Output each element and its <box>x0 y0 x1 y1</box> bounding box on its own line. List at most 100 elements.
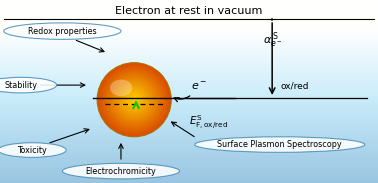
Bar <box>0 118 378 119</box>
Bar <box>0 173 378 174</box>
Bar <box>0 23 378 24</box>
Ellipse shape <box>133 98 135 101</box>
Bar <box>0 170 378 171</box>
Bar <box>0 112 378 113</box>
Ellipse shape <box>97 63 171 137</box>
Ellipse shape <box>104 69 165 130</box>
Bar <box>0 165 378 166</box>
Ellipse shape <box>118 84 150 115</box>
Bar <box>0 161 378 162</box>
Ellipse shape <box>62 163 180 179</box>
Bar <box>0 155 378 156</box>
Ellipse shape <box>110 80 132 96</box>
Bar <box>0 3 378 4</box>
Bar <box>0 33 378 34</box>
Bar <box>0 27 378 28</box>
Bar <box>0 156 378 157</box>
Ellipse shape <box>195 137 365 152</box>
Bar <box>0 162 378 163</box>
Bar <box>0 163 378 164</box>
Bar <box>0 95 378 96</box>
Bar <box>0 2 378 3</box>
Bar <box>0 138 378 139</box>
Bar <box>0 82 378 83</box>
Ellipse shape <box>113 78 155 121</box>
Bar <box>0 42 378 43</box>
Bar <box>0 57 378 58</box>
Bar <box>0 35 378 36</box>
Bar <box>0 55 378 56</box>
Bar <box>0 85 378 86</box>
Bar <box>0 75 378 76</box>
Bar <box>0 122 378 123</box>
Bar <box>0 119 378 120</box>
Ellipse shape <box>125 90 144 109</box>
Ellipse shape <box>102 68 166 132</box>
Ellipse shape <box>116 82 152 117</box>
Ellipse shape <box>104 70 164 130</box>
Bar <box>0 14 378 15</box>
Bar <box>0 13 378 14</box>
Bar <box>0 93 378 94</box>
Bar <box>0 71 378 72</box>
Bar <box>0 96 378 97</box>
Bar <box>0 4 378 5</box>
Bar <box>0 7 378 8</box>
Ellipse shape <box>128 94 141 106</box>
Text: $e^-$: $e^-$ <box>191 81 208 92</box>
Bar <box>0 89 378 90</box>
Bar <box>0 6 378 7</box>
Ellipse shape <box>101 66 167 133</box>
Bar <box>0 144 378 145</box>
Bar <box>0 158 378 159</box>
Bar <box>0 109 378 110</box>
Ellipse shape <box>120 85 149 114</box>
Bar <box>0 59 378 60</box>
Ellipse shape <box>132 97 137 102</box>
Bar <box>0 181 378 182</box>
Bar <box>0 9 378 10</box>
Text: ox/red: ox/red <box>280 82 309 91</box>
Bar <box>0 28 378 29</box>
Bar <box>0 68 378 69</box>
Ellipse shape <box>102 67 167 132</box>
Bar <box>0 32 378 33</box>
Bar <box>0 102 378 103</box>
Ellipse shape <box>110 75 159 124</box>
Bar <box>0 137 378 138</box>
Ellipse shape <box>108 74 160 126</box>
Bar <box>0 47 378 48</box>
Bar <box>0 148 378 149</box>
Ellipse shape <box>111 76 157 123</box>
Bar <box>0 110 378 111</box>
Bar <box>0 60 378 61</box>
Bar <box>0 99 378 100</box>
Bar <box>0 81 378 82</box>
Bar <box>0 87 378 88</box>
Bar <box>0 20 378 21</box>
Bar <box>0 90 378 91</box>
Text: Electrochromicity: Electrochromicity <box>85 167 156 176</box>
Bar <box>0 141 378 142</box>
Bar <box>0 22 378 23</box>
Ellipse shape <box>100 65 169 134</box>
Bar <box>0 121 378 122</box>
Ellipse shape <box>130 95 139 104</box>
Ellipse shape <box>98 64 170 136</box>
Text: Stability: Stability <box>4 81 37 90</box>
Bar <box>0 166 378 167</box>
Ellipse shape <box>123 88 146 111</box>
Ellipse shape <box>110 76 158 124</box>
Bar <box>0 171 378 172</box>
Bar <box>0 50 378 51</box>
Ellipse shape <box>112 77 157 122</box>
Ellipse shape <box>119 85 149 115</box>
Bar <box>0 10 378 11</box>
Bar <box>0 34 378 35</box>
Bar <box>0 56 378 57</box>
Ellipse shape <box>99 65 169 135</box>
Bar <box>0 116 378 117</box>
Bar <box>0 131 378 132</box>
Bar <box>0 127 378 128</box>
Bar <box>0 40 378 41</box>
